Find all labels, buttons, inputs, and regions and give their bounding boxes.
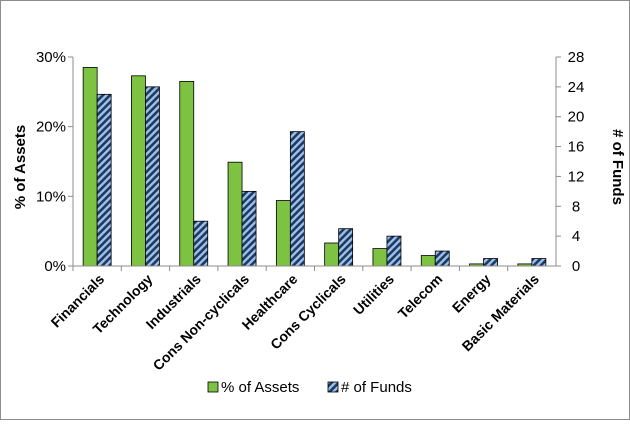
right-tick-label-5: 20 — [568, 109, 585, 126]
bar-assets-4 — [275, 200, 291, 267]
right-tick-label-7: 28 — [568, 49, 585, 66]
right-tick-label-1: 4 — [572, 228, 580, 245]
bar-funds-9 — [531, 258, 547, 267]
left-tick-label-2: 20% — [36, 119, 66, 136]
bar-funds-6 — [386, 235, 402, 267]
right-axis-title: # of Funds — [609, 129, 626, 205]
bar-funds-3 — [241, 190, 257, 267]
right-tick-label-0: 0 — [572, 258, 580, 275]
category-label-3: Cons Non-cyclicals — [150, 271, 253, 374]
left-axis-title: % of Assets — [12, 125, 29, 209]
bar-funds-8 — [483, 258, 498, 267]
right-tick-label-3: 12 — [568, 168, 585, 185]
legend-label-assets: % of Assets — [221, 379, 299, 396]
legend-label-funds: # of Funds — [341, 379, 412, 396]
bar-funds-5 — [338, 228, 354, 267]
category-label-7: Telecom — [395, 271, 446, 322]
bar-assets-3 — [227, 161, 243, 267]
right-tick-label-4: 16 — [568, 139, 585, 156]
right-tick-label-6: 24 — [568, 79, 585, 96]
category-label-6: Utilities — [350, 271, 397, 318]
bar-assets-2 — [179, 80, 195, 267]
legend-swatch-assets — [207, 381, 219, 393]
bar-assets-5 — [324, 242, 340, 267]
left-tick-label-1: 10% — [36, 188, 66, 205]
bar-funds-4 — [289, 131, 305, 267]
legend: % of Assets # of Funds — [207, 379, 412, 396]
left-axis-ticks: 0% 10% 20% 30% — [36, 49, 73, 275]
right-axis-ticks: 0 4 8 12 16 20 24 28 — [556, 49, 584, 275]
category-label-8: Energy — [449, 271, 494, 316]
bar-funds-0 — [96, 93, 112, 267]
right-tick-label-2: 8 — [572, 198, 580, 215]
left-tick-label-0: 0% — [44, 258, 66, 275]
bar-assets-1 — [131, 75, 146, 267]
series-funds — [96, 86, 547, 267]
legend-swatch-funds — [327, 381, 339, 393]
bar-funds-2 — [193, 220, 209, 267]
left-tick-label-3: 30% — [36, 49, 66, 66]
bar-assets-0 — [82, 67, 98, 267]
bar-funds-1 — [145, 86, 160, 267]
bar-assets-6 — [372, 248, 388, 267]
bar-funds-7 — [434, 250, 450, 267]
bar-assets-7 — [420, 255, 436, 267]
